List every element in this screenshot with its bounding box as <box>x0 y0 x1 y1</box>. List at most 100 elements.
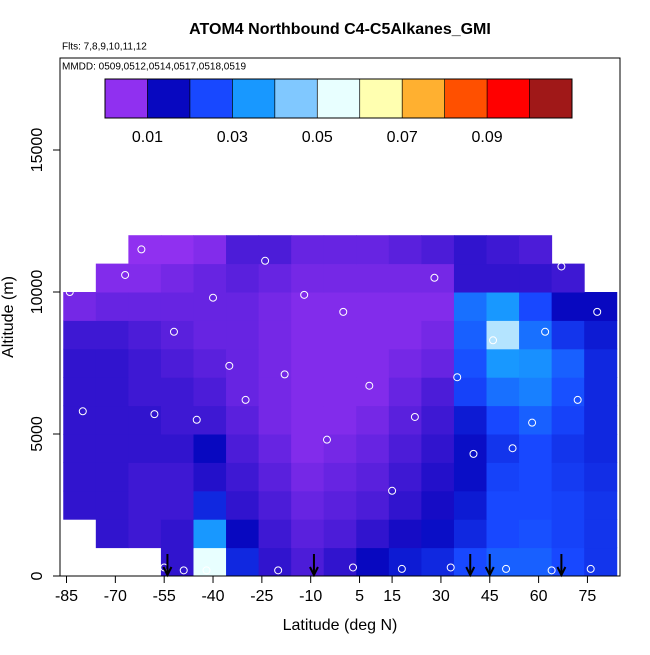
sample-point <box>225 361 234 370</box>
heat-cell <box>421 547 455 577</box>
heat-cell <box>323 519 357 549</box>
heat-cell <box>63 434 97 463</box>
heat-cell <box>95 434 129 463</box>
heat-cell <box>323 292 357 321</box>
heat-cell <box>486 434 520 463</box>
sample-point <box>410 412 419 421</box>
heat-cell <box>421 490 455 520</box>
colorbar-swatch <box>317 79 361 118</box>
colorbar-swatch <box>232 79 276 118</box>
heat-cell <box>421 320 455 350</box>
heat-cell <box>486 320 520 350</box>
heat-cell <box>258 519 292 549</box>
heat-cell <box>193 434 227 463</box>
heat-cell <box>160 462 194 492</box>
x-tick-label: 60 <box>530 588 548 605</box>
heat-cell <box>453 263 488 293</box>
heat-cell <box>519 462 553 492</box>
sample-point <box>261 256 270 265</box>
heat-cell <box>551 547 585 577</box>
y-tick-label: 0 <box>29 571 46 580</box>
subtitle: Flts: 7,8,9,10,11,12 <box>62 42 147 53</box>
heat-cell <box>63 348 97 378</box>
heat-cell <box>486 462 520 492</box>
heat-cell <box>226 235 260 265</box>
colorbar-swatch <box>274 79 318 118</box>
heat-cell <box>226 462 260 492</box>
x-tick-label: -25 <box>250 588 273 605</box>
colorbar-swatch <box>359 79 403 118</box>
heat-cell <box>258 405 292 435</box>
heat-cell <box>291 462 325 492</box>
heat-cell <box>356 490 390 520</box>
heat-cell <box>388 519 422 549</box>
sample-point <box>78 407 87 416</box>
x-tick-label: 30 <box>432 588 450 605</box>
heat-cell <box>388 263 422 293</box>
sample-point <box>528 418 537 427</box>
heat-cell <box>95 490 129 520</box>
heat-cell <box>323 263 357 293</box>
sample-point <box>241 395 250 404</box>
colorbar-swatch <box>189 79 233 118</box>
heat-cell <box>291 235 325 265</box>
arrow <box>556 554 567 578</box>
arrow-head <box>465 566 476 578</box>
heat-cell <box>128 434 162 463</box>
y-tick-label: 15000 <box>29 128 46 173</box>
sample-point <box>280 370 289 379</box>
heat-cell <box>226 320 260 350</box>
heat-cell <box>551 292 585 321</box>
heat-cell <box>323 462 357 492</box>
heat-cell <box>160 292 194 321</box>
heat-cell <box>291 292 325 321</box>
heat-cell <box>584 348 618 378</box>
heat-cell <box>486 405 520 435</box>
heat-cell <box>160 377 194 407</box>
sample-point <box>547 566 556 575</box>
arrow-head <box>162 566 173 578</box>
heat-cell <box>128 377 162 407</box>
x-axis-label: Latitude (deg N) <box>283 617 398 634</box>
heat-cell <box>160 490 194 520</box>
heat-cell <box>584 462 618 492</box>
heat-cell <box>258 348 292 378</box>
heat-cell <box>551 263 585 293</box>
annotation: MMDD: 0509,0512,0514,0517,0518,0519 <box>62 62 246 73</box>
x-tick-label: -70 <box>104 588 127 605</box>
chart-title: ATOM4 Northbound C4-C5Alkanes_GMI <box>189 21 491 38</box>
sample-point <box>85 535 94 544</box>
heat-cell <box>519 377 553 407</box>
sample-point <box>104 251 113 260</box>
heat-cell <box>258 462 292 492</box>
heat-cell <box>356 377 390 407</box>
heat-cell <box>258 434 292 463</box>
arrow-head <box>309 566 319 578</box>
heat-cell <box>486 519 520 549</box>
heat-cell <box>128 320 162 350</box>
heat-cell <box>291 263 325 293</box>
heat-cell <box>486 490 520 520</box>
arrow-head <box>556 566 567 578</box>
x-tick-label: 15 <box>383 588 401 605</box>
heat-cell <box>356 292 390 321</box>
heat-cell <box>519 348 553 378</box>
heat-cell <box>519 292 553 321</box>
heat-cell <box>291 348 325 378</box>
heat-cell <box>291 490 325 520</box>
heat-cell <box>258 320 292 350</box>
heat-cell <box>551 490 585 520</box>
heat-cell <box>128 405 162 435</box>
heat-cell <box>388 377 422 407</box>
sample-point <box>202 566 211 575</box>
heat-cell <box>323 434 357 463</box>
heat-cell <box>551 519 585 549</box>
sample-point <box>388 486 397 495</box>
heat-cell <box>519 235 553 265</box>
heat-cell <box>258 292 292 321</box>
heat-cell <box>356 235 390 265</box>
heat-cell <box>453 519 488 549</box>
heat-cell <box>486 377 520 407</box>
heat-cell <box>551 348 585 378</box>
